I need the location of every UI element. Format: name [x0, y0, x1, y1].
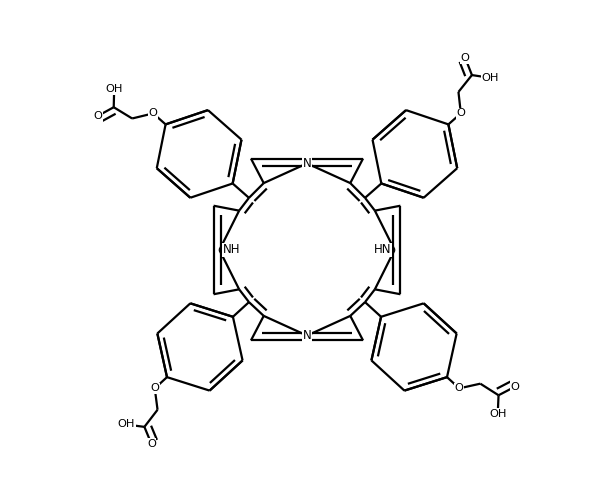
Text: N: N	[303, 329, 311, 342]
Text: O: O	[149, 109, 158, 119]
Text: OH: OH	[106, 84, 123, 94]
Text: O: O	[461, 53, 470, 63]
Text: OH: OH	[117, 419, 135, 429]
Text: OH: OH	[481, 73, 499, 83]
Text: O: O	[93, 111, 102, 121]
Text: O: O	[150, 383, 159, 393]
Text: O: O	[510, 382, 519, 392]
Text: OH: OH	[489, 408, 507, 418]
Text: O: O	[455, 383, 464, 393]
Text: O: O	[456, 109, 465, 119]
Text: O: O	[147, 439, 156, 449]
Text: N: N	[303, 157, 311, 170]
Text: NH: NH	[223, 244, 240, 256]
Text: HN: HN	[374, 244, 391, 256]
